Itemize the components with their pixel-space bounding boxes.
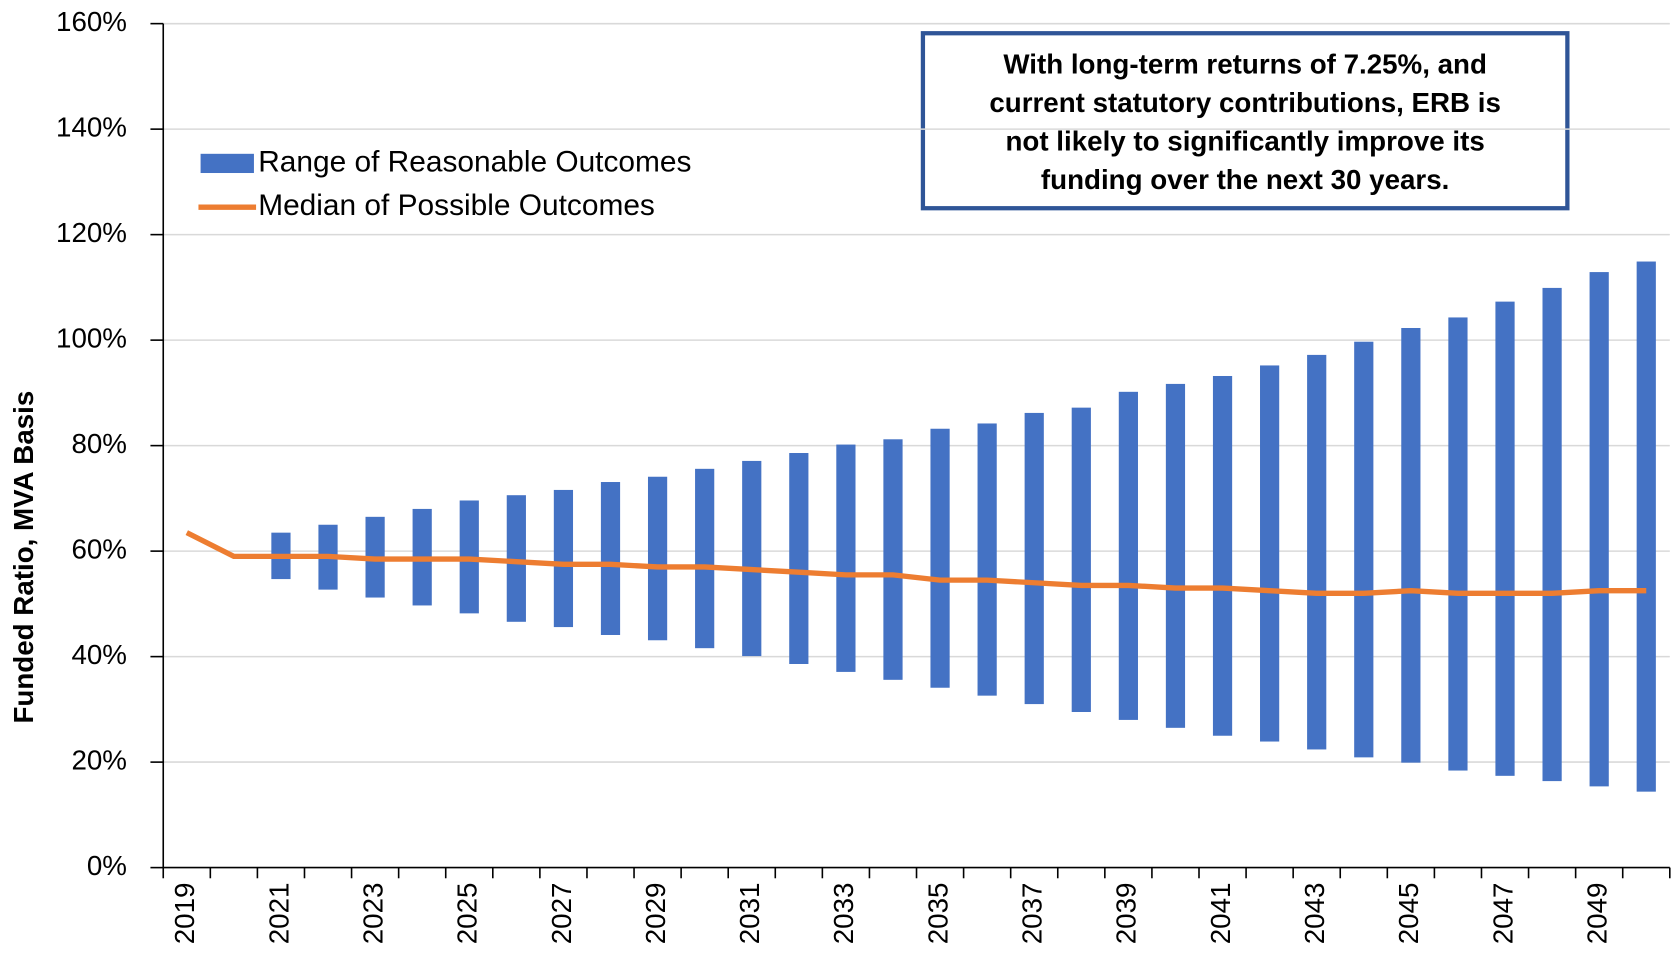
x-tick-label: 2027 <box>546 883 577 945</box>
y-tick-label: 140% <box>56 111 127 142</box>
x-tick-label: 2047 <box>1487 883 1518 945</box>
range-bar <box>695 468 715 649</box>
y-tick-label: 60% <box>71 533 127 564</box>
annotation-line: funding over the next 30 years. <box>1041 164 1449 195</box>
y-tick-label: 80% <box>71 428 127 459</box>
x-tick-label: 2025 <box>452 883 483 945</box>
range-bar <box>1071 407 1091 713</box>
range-bar <box>647 476 668 641</box>
legend-swatch <box>200 153 254 174</box>
range-bar <box>742 460 762 657</box>
y-tick-label: 100% <box>56 322 127 353</box>
y-tick-label: 160% <box>56 6 127 37</box>
y-tick-label: 40% <box>71 639 127 670</box>
range-bar <box>836 444 856 672</box>
range-bar <box>553 489 574 628</box>
x-tick-label: 2039 <box>1111 883 1142 945</box>
range-bar <box>600 482 621 635</box>
annotation-line: not likely to significantly improve its <box>1005 125 1484 156</box>
range-bar <box>1401 327 1421 763</box>
annotation-line: current statutory contributions, ERB is <box>989 87 1501 118</box>
range-bar <box>1542 287 1562 782</box>
x-tick-label: 2033 <box>828 883 859 945</box>
y-tick-label: 120% <box>56 217 127 248</box>
x-tick-label: 2023 <box>357 883 388 945</box>
range-bar <box>506 495 526 622</box>
range-bar <box>930 428 950 688</box>
x-tick-label: 2019 <box>169 883 200 945</box>
range-bar <box>1495 301 1515 776</box>
x-tick-label: 2045 <box>1393 883 1424 945</box>
x-tick-label: 2037 <box>1017 883 1048 945</box>
x-tick-label: 2041 <box>1205 883 1236 945</box>
range-bar <box>977 423 997 696</box>
y-tick-label: 0% <box>87 850 127 881</box>
x-tick-label: 2029 <box>640 883 671 945</box>
annotation-box <box>920 31 1570 211</box>
x-tick-label: 2035 <box>922 883 953 945</box>
range-bar <box>1260 365 1280 742</box>
range-bar <box>1448 317 1468 771</box>
range-bar <box>1165 383 1186 728</box>
y-axis-label: Funded Ratio, MVA Basis <box>8 391 39 724</box>
range-bar <box>883 439 903 680</box>
x-tick-label: 2031 <box>734 883 765 945</box>
y-tick-label: 20% <box>71 744 127 775</box>
range-bar <box>789 453 809 664</box>
range-bar <box>1636 261 1656 792</box>
range-bar <box>1024 412 1044 705</box>
annotation-line: With long-term returns of 7.25%, and <box>1003 49 1487 80</box>
legend-label: Range of Reasonable Outcomes <box>258 145 691 178</box>
range-bar <box>1354 341 1374 758</box>
range-bar <box>1307 354 1327 750</box>
x-tick-label: 2021 <box>263 883 294 945</box>
median-line <box>185 530 1647 596</box>
range-bar <box>1589 272 1609 787</box>
legend-label: Median of Possible Outcomes <box>258 189 655 222</box>
x-tick-label: 2049 <box>1582 883 1613 945</box>
range-bar <box>1212 375 1233 736</box>
range-bar <box>1118 391 1138 720</box>
x-tick-label: 2043 <box>1299 883 1330 945</box>
